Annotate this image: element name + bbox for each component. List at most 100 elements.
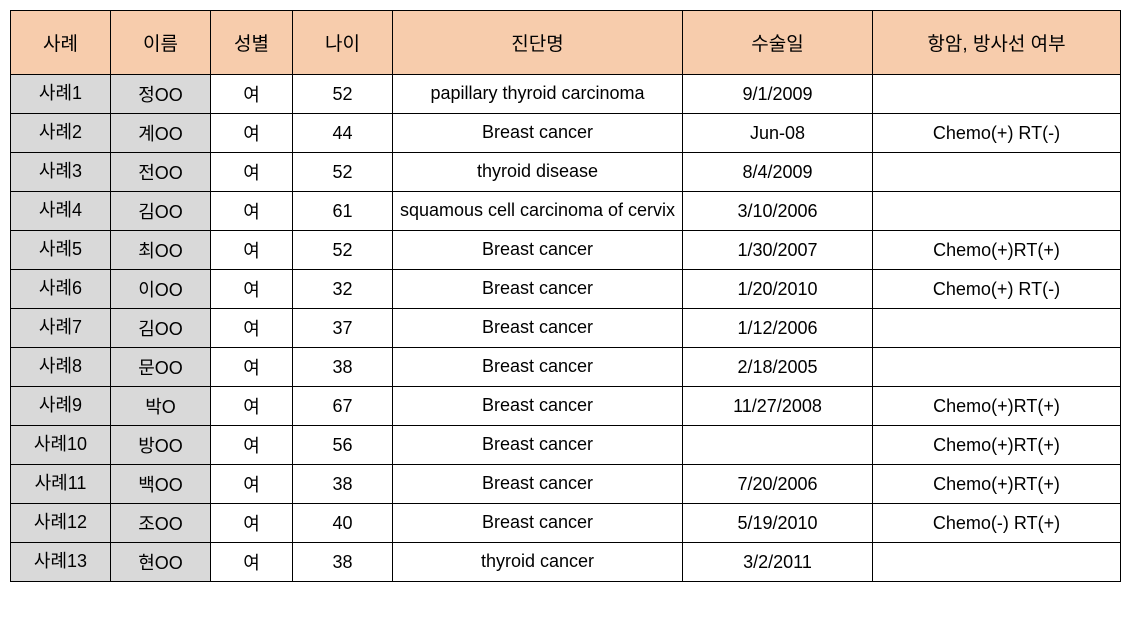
patient-cases-table: 사례 이름 성별 나이 진단명 수술일 항암, 방사선 여부 사례1 정OO 여… — [10, 10, 1121, 582]
cell-surgery-date: 1/12/2006 — [683, 309, 873, 348]
cell-age: 38 — [293, 465, 393, 504]
cell-case: 사례6 — [11, 270, 111, 309]
cell-name: 문OO — [111, 348, 211, 387]
col-header-case: 사례 — [11, 11, 111, 75]
cell-age: 67 — [293, 387, 393, 426]
cell-name: 박O — [111, 387, 211, 426]
cell-treatment — [873, 309, 1121, 348]
cell-case: 사례9 — [11, 387, 111, 426]
cell-name: 김OO — [111, 192, 211, 231]
cell-surgery-date: 8/4/2009 — [683, 153, 873, 192]
col-header-name: 이름 — [111, 11, 211, 75]
cell-name: 전OO — [111, 153, 211, 192]
cell-gender: 여 — [211, 270, 293, 309]
table-row: 사례4 김OO 여 61 squamous cell carcinoma of … — [11, 192, 1121, 231]
cell-diagnosis: Breast cancer — [393, 231, 683, 270]
cell-name: 조OO — [111, 504, 211, 543]
table-row: 사례1 정OO 여 52 papillary thyroid carcinoma… — [11, 75, 1121, 114]
cell-age: 37 — [293, 309, 393, 348]
cell-diagnosis: Breast cancer — [393, 504, 683, 543]
cell-name: 백OO — [111, 465, 211, 504]
cell-age: 56 — [293, 426, 393, 465]
cell-surgery-date: 2/18/2005 — [683, 348, 873, 387]
cell-case: 사례4 — [11, 192, 111, 231]
cell-treatment: Chemo(+) RT(-) — [873, 114, 1121, 153]
cell-treatment: Chemo(+)RT(+) — [873, 426, 1121, 465]
cell-surgery-date: 9/1/2009 — [683, 75, 873, 114]
cell-name: 방OO — [111, 426, 211, 465]
cell-case: 사례10 — [11, 426, 111, 465]
cell-case: 사례12 — [11, 504, 111, 543]
cell-diagnosis: Breast cancer — [393, 270, 683, 309]
table-row: 사례9 박O 여 67 Breast cancer 11/27/2008 Che… — [11, 387, 1121, 426]
cell-surgery-date: 1/20/2010 — [683, 270, 873, 309]
table-row: 사례10 방OO 여 56 Breast cancer Chemo(+)RT(+… — [11, 426, 1121, 465]
cell-name: 김OO — [111, 309, 211, 348]
cell-name: 이OO — [111, 270, 211, 309]
cell-gender: 여 — [211, 465, 293, 504]
cell-case: 사례5 — [11, 231, 111, 270]
cell-name: 계OO — [111, 114, 211, 153]
table-row: 사례6 이OO 여 32 Breast cancer 1/20/2010 Che… — [11, 270, 1121, 309]
cell-diagnosis: squamous cell carcinoma of cervix — [393, 192, 683, 231]
cell-gender: 여 — [211, 231, 293, 270]
cell-gender: 여 — [211, 153, 293, 192]
cell-treatment: Chemo(+)RT(+) — [873, 387, 1121, 426]
cell-gender: 여 — [211, 348, 293, 387]
cell-surgery-date: 3/10/2006 — [683, 192, 873, 231]
cell-surgery-date: 1/30/2007 — [683, 231, 873, 270]
cell-case: 사례1 — [11, 75, 111, 114]
cell-diagnosis: Breast cancer — [393, 309, 683, 348]
cell-surgery-date: Jun-08 — [683, 114, 873, 153]
table-row: 사례13 현OO 여 38 thyroid cancer 3/2/2011 — [11, 543, 1121, 582]
cell-diagnosis: papillary thyroid carcinoma — [393, 75, 683, 114]
cell-age: 32 — [293, 270, 393, 309]
cell-age: 40 — [293, 504, 393, 543]
cell-treatment — [873, 75, 1121, 114]
cell-age: 52 — [293, 153, 393, 192]
cell-case: 사례13 — [11, 543, 111, 582]
cell-age: 61 — [293, 192, 393, 231]
col-header-gender: 성별 — [211, 11, 293, 75]
cell-diagnosis: Breast cancer — [393, 387, 683, 426]
cell-name: 현OO — [111, 543, 211, 582]
cell-gender: 여 — [211, 543, 293, 582]
cell-case: 사례7 — [11, 309, 111, 348]
cell-case: 사례8 — [11, 348, 111, 387]
cell-surgery-date: 3/2/2011 — [683, 543, 873, 582]
cell-case: 사례2 — [11, 114, 111, 153]
cell-gender: 여 — [211, 504, 293, 543]
cell-age: 38 — [293, 543, 393, 582]
cell-age: 52 — [293, 75, 393, 114]
cell-treatment: Chemo(+) RT(-) — [873, 270, 1121, 309]
cell-diagnosis: Breast cancer — [393, 114, 683, 153]
cell-gender: 여 — [211, 114, 293, 153]
table-row: 사례2 계OO 여 44 Breast cancer Jun-08 Chemo(… — [11, 114, 1121, 153]
cell-diagnosis: Breast cancer — [393, 348, 683, 387]
cell-diagnosis: thyroid disease — [393, 153, 683, 192]
cell-age: 38 — [293, 348, 393, 387]
table-header-row: 사례 이름 성별 나이 진단명 수술일 항암, 방사선 여부 — [11, 11, 1121, 75]
cell-treatment — [873, 348, 1121, 387]
cell-surgery-date — [683, 426, 873, 465]
cell-case: 사례11 — [11, 465, 111, 504]
cell-gender: 여 — [211, 75, 293, 114]
table-row: 사례8 문OO 여 38 Breast cancer 2/18/2005 — [11, 348, 1121, 387]
cell-gender: 여 — [211, 192, 293, 231]
cell-treatment — [873, 153, 1121, 192]
cell-surgery-date: 5/19/2010 — [683, 504, 873, 543]
cell-diagnosis: thyroid cancer — [393, 543, 683, 582]
table-row: 사례7 김OO 여 37 Breast cancer 1/12/2006 — [11, 309, 1121, 348]
cell-treatment — [873, 192, 1121, 231]
cell-gender: 여 — [211, 387, 293, 426]
col-header-surgery-date: 수술일 — [683, 11, 873, 75]
table-row: 사례11 백OO 여 38 Breast cancer 7/20/2006 Ch… — [11, 465, 1121, 504]
cell-gender: 여 — [211, 309, 293, 348]
cell-treatment: Chemo(+)RT(+) — [873, 465, 1121, 504]
cell-surgery-date: 7/20/2006 — [683, 465, 873, 504]
table-row: 사례3 전OO 여 52 thyroid disease 8/4/2009 — [11, 153, 1121, 192]
cell-age: 44 — [293, 114, 393, 153]
cell-gender: 여 — [211, 426, 293, 465]
cell-name: 정OO — [111, 75, 211, 114]
cell-diagnosis: Breast cancer — [393, 426, 683, 465]
